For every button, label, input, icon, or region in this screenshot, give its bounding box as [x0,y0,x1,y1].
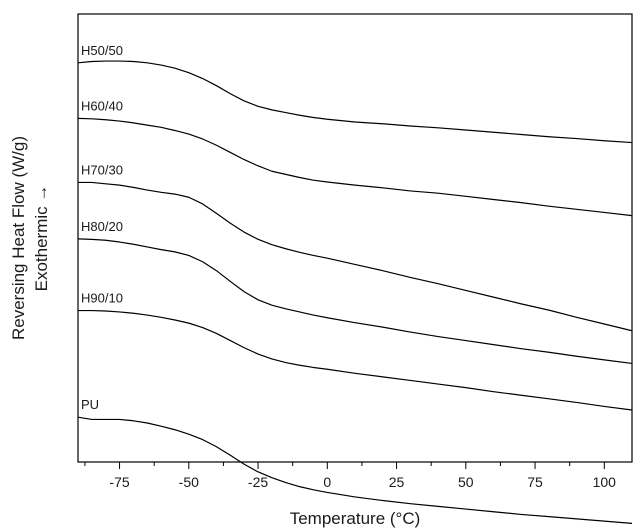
series-group [77,60,633,524]
x-tick-label: 75 [527,474,543,490]
x-tick-label: -50 [179,474,199,490]
series-label: H90/10 [81,291,123,306]
x-tick-label: 50 [458,474,474,490]
x-tick-label: -25 [248,474,268,490]
series-line-h80-20 [77,238,633,365]
series-line-pu [77,416,633,524]
series-label: H70/30 [81,162,123,177]
x-tick-label: 0 [323,474,331,490]
plot-area: H50/50 H60/40 H70/30 H80/20 H90/10 PU [77,13,633,524]
series-line-h90-10 [78,309,633,411]
series-line-h60-40 [77,117,633,217]
series-label: PU [81,397,99,412]
x-axis-title: Temperature (°C) [290,509,421,528]
y-axis-title: Reversing Heat Flow (W/g) Exothermic → [9,136,51,340]
x-tick-label: 25 [389,474,405,490]
series-line-h70-30 [78,181,633,332]
x-tick-label: 100 [593,474,617,490]
y-axis-title-line-2: Exothermic → [32,185,51,292]
x-axis: -75 -50 -25 0 25 50 75 100 [84,462,617,490]
x-tick-label: -75 [109,474,129,490]
series-label-group: H50/50 H60/40 H70/30 H80/20 H90/10 PU [81,43,123,412]
series-label: H80/20 [81,219,123,234]
series-label: H60/40 [81,98,123,113]
series-label: H50/50 [81,43,123,58]
plot-frame [77,13,633,463]
series-line-h50-50 [77,60,633,144]
y-axis-title-line-1: Reversing Heat Flow (W/g) [9,136,28,340]
